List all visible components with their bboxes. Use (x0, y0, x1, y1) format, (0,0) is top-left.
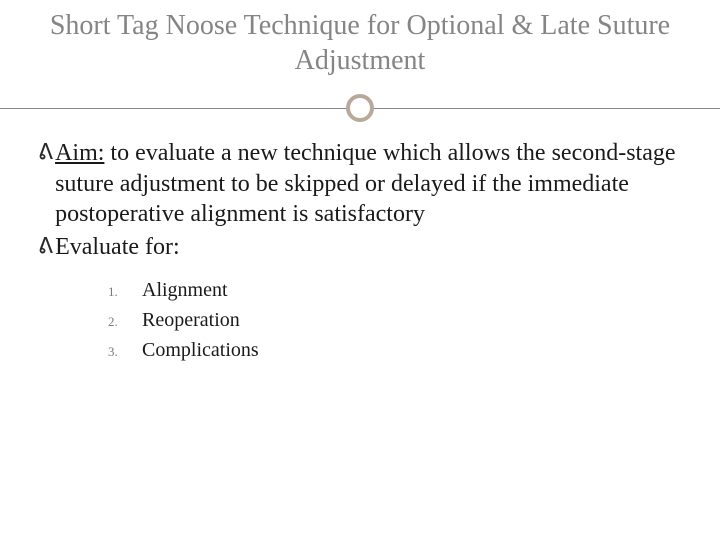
script-bullet-icon: ᕕ (38, 232, 53, 261)
list-label: Reoperation (142, 305, 240, 335)
title-divider (0, 88, 720, 128)
bullet-item: ᕕ Aim: to evaluate a new technique which… (38, 138, 682, 230)
list-label: Complications (142, 335, 259, 365)
list-number: 3. (108, 342, 142, 362)
divider-circle-icon (346, 94, 374, 122)
slide: Short Tag Noose Technique for Optional &… (0, 0, 720, 540)
bullet-lead: Aim: (55, 140, 104, 166)
list-item: 1. Alignment (108, 275, 682, 305)
list-number: 2. (108, 312, 142, 332)
numbered-list: 1. Alignment 2. Reoperation 3. Complicat… (38, 275, 682, 365)
list-number: 1. (108, 282, 142, 302)
script-bullet-icon: ᕕ (38, 138, 53, 167)
bullet-text: Aim: to evaluate a new technique which a… (55, 138, 682, 230)
title-container: Short Tag Noose Technique for Optional &… (0, 0, 720, 78)
slide-title: Short Tag Noose Technique for Optional &… (40, 8, 680, 78)
list-item: 3. Complications (108, 335, 682, 365)
bullet-body: Evaluate for: (55, 234, 180, 260)
list-item: 2. Reoperation (108, 305, 682, 335)
bullet-body: to evaluate a new technique which allows… (55, 140, 675, 227)
bullet-item: ᕕ Evaluate for: (38, 232, 682, 263)
bullet-text: Evaluate for: (55, 232, 682, 263)
content-area: ᕕ Aim: to evaluate a new technique which… (0, 128, 720, 365)
list-label: Alignment (142, 275, 228, 305)
